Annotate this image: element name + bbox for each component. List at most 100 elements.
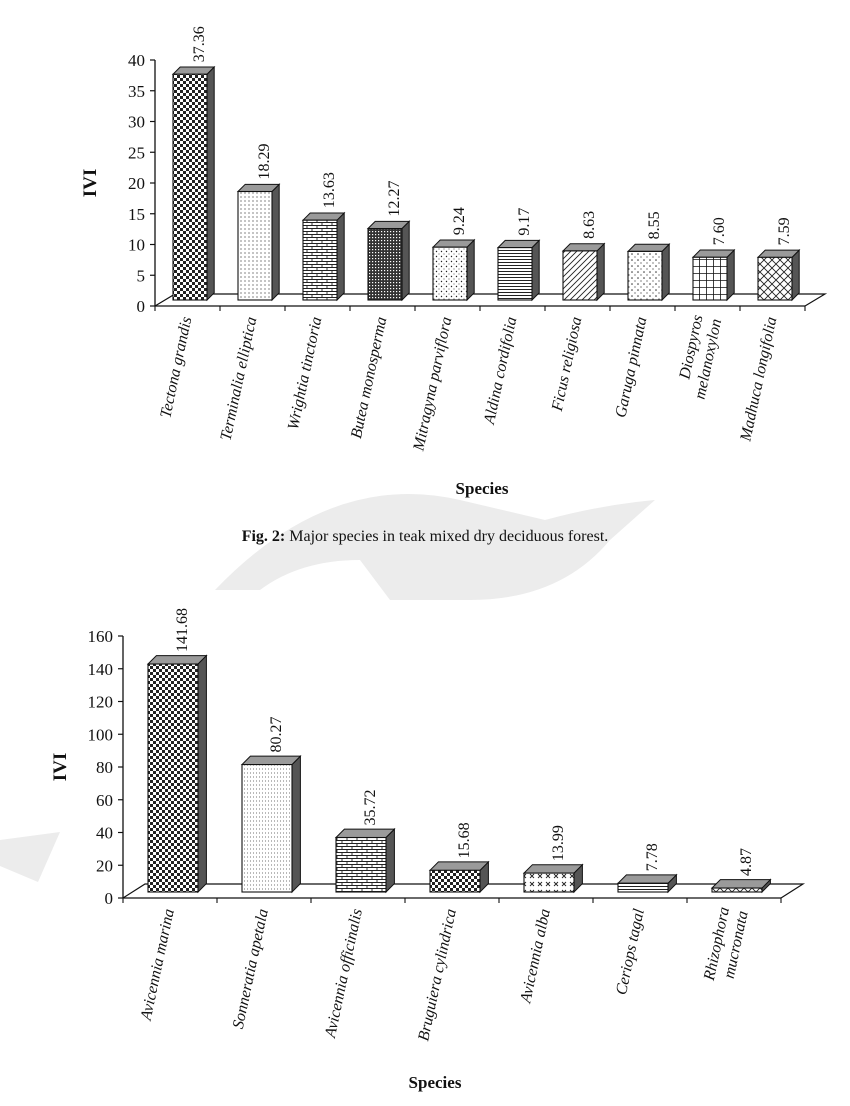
bar-top	[301, 212, 346, 221]
data-label: 13.63	[321, 172, 338, 208]
bar-ficus-religiosa	[561, 242, 606, 302]
x-tick-label: Madhuca longifolia	[737, 315, 780, 443]
data-label: 8.63	[581, 211, 598, 239]
x-tick-label: Garuga pinnata	[612, 315, 650, 419]
x-axis-title: Species	[456, 479, 509, 498]
x-tick-label: Ceriops tagal	[613, 907, 648, 997]
bar-top	[561, 243, 606, 252]
bar-top	[146, 655, 208, 665]
bar-avicennia-officinalis	[334, 827, 396, 894]
bar-top	[522, 864, 584, 874]
data-label: 141.68	[174, 608, 191, 652]
bar-side	[466, 238, 475, 302]
y-tick-label: 0	[105, 889, 114, 908]
data-label: 18.29	[256, 144, 273, 180]
y-tick-label: 60	[96, 791, 113, 810]
y-tick-label: 10	[128, 236, 145, 255]
bar-madhuca-longifolia	[756, 248, 801, 302]
y-axis-title: IVI	[50, 753, 71, 782]
x-tick-label: Ficus religiosa	[549, 315, 586, 413]
y-tick-label: 160	[88, 627, 114, 646]
bar-front	[757, 256, 793, 301]
bar-front	[237, 190, 273, 301]
x-tick-label: Bruguiera cylindrica	[415, 907, 460, 1042]
x-tick-label: Rhizophoramucronata	[701, 905, 752, 987]
x-tick-label: Aldina cordifolia	[481, 315, 521, 426]
bar-top	[334, 828, 396, 839]
bar-side	[271, 183, 280, 302]
x-tick-label: Sonneratia apetala	[230, 907, 272, 1030]
bar-terminalia-elliptica	[236, 183, 281, 302]
data-label: 13.99	[550, 825, 567, 861]
bar-garuga-pinnata	[626, 243, 671, 302]
bar-tectona-grandis	[171, 65, 216, 302]
bar-front	[497, 247, 533, 301]
x-tick-label: Terminalia elliptica	[218, 315, 261, 442]
data-label: 9.17	[516, 208, 533, 236]
data-label: 35.72	[362, 790, 379, 826]
bar-avicennia-marina	[146, 654, 208, 894]
y-tick-label: 120	[88, 693, 114, 712]
bar-front	[617, 882, 669, 893]
bar-front	[432, 246, 468, 301]
bar-front	[523, 872, 575, 893]
y-tick-label: 0	[137, 297, 146, 316]
y-tick-label: 15	[128, 205, 145, 224]
data-label: 9.24	[451, 207, 468, 235]
bar-top	[236, 183, 281, 193]
bar-top	[496, 239, 541, 249]
bar-top	[710, 879, 772, 889]
data-label: 7.78	[644, 843, 661, 871]
x-tick-label: Mitragyna parviflora	[410, 315, 455, 453]
bar-top	[691, 249, 736, 258]
figure-caption: Fig. 2: Major species in teak mixed dry …	[0, 528, 850, 546]
x-tick-label: Avicennia officinalis	[322, 907, 366, 1040]
bar-side	[791, 248, 800, 302]
data-label: 15.68	[456, 822, 473, 858]
x-tick-label: Avicennia alba	[517, 907, 554, 1005]
bar-top	[240, 755, 302, 766]
data-label: 7.59	[776, 217, 793, 245]
bar-front	[429, 869, 481, 893]
bar-avicennia-alba	[522, 863, 584, 894]
y-tick-label: 30	[128, 113, 145, 132]
bar-front	[711, 887, 763, 893]
y-tick-label: 20	[128, 174, 145, 193]
bar-aldina-cordifolia	[496, 239, 541, 302]
bar-front	[172, 73, 208, 301]
y-tick-label: 80	[96, 758, 113, 777]
bar-top	[756, 249, 801, 258]
bar-front	[241, 764, 293, 893]
y-tick-label: 40	[128, 51, 145, 70]
y-tick-label: 25	[128, 143, 145, 162]
chart-mangrove-ivi: 0 20 40 60 80 100 120 140 160 141.68 Avicennia mar…	[50, 608, 806, 1092]
bar-ceriops-tagal	[616, 873, 678, 894]
bar-side	[531, 239, 540, 302]
bar-diospyros-melanoxylon	[691, 248, 736, 302]
bar-side	[291, 754, 301, 894]
y-tick-label: 20	[96, 856, 113, 875]
bar-side	[197, 654, 207, 894]
y-axis-title: IVI	[80, 169, 101, 198]
bar-front	[627, 250, 663, 301]
data-label: 4.87	[738, 848, 755, 876]
bar-sonneratia-apetala	[240, 754, 302, 894]
watermark-shape-left	[0, 832, 60, 882]
bar-top	[626, 243, 671, 252]
bar-side	[401, 220, 410, 302]
bar-front	[367, 227, 403, 301]
bar-front	[302, 219, 338, 301]
bar-front	[147, 663, 199, 893]
caption-label: Fig. 2:	[241, 528, 286, 545]
bar-front	[692, 256, 728, 301]
bar-mitragyna-parviflora	[431, 238, 476, 302]
bar-top	[428, 861, 490, 871]
bar-side	[385, 827, 395, 894]
y-tick-label: 40	[96, 824, 113, 843]
caption-text: Major species in teak mixed dry deciduou…	[289, 528, 609, 545]
data-label: 12.27	[386, 181, 403, 217]
x-tick-label: Diospyrosmelanoxylon	[673, 313, 725, 400]
y-tick-label: 5	[137, 266, 146, 285]
